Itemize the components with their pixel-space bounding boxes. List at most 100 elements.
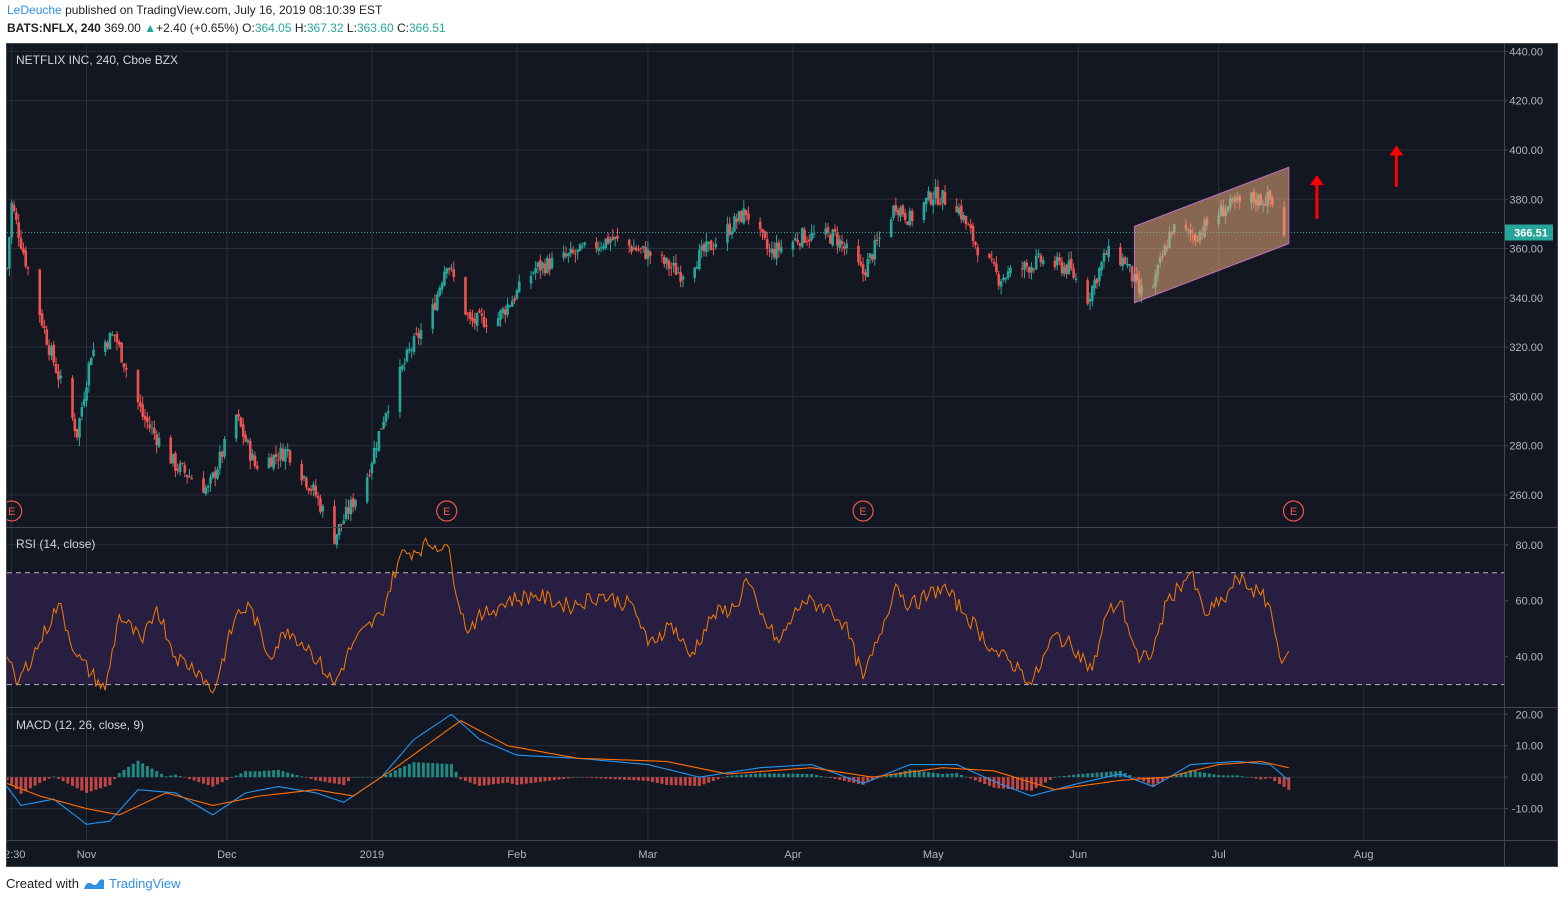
candle-body <box>223 438 226 457</box>
earnings-marker-circle <box>1282 500 1305 522</box>
candle-body <box>728 223 732 235</box>
candle-body <box>616 235 619 239</box>
macd-histogram-bar <box>576 777 580 778</box>
macd-line <box>6 713 1290 825</box>
candle-body <box>370 463 374 474</box>
macd-histogram-bar <box>403 766 407 778</box>
macd-histogram-bar <box>557 777 561 780</box>
macd-histogram-bar <box>1160 777 1164 781</box>
candle-body <box>157 438 161 447</box>
candle-body <box>800 228 804 247</box>
y-tick-label: 340.00 <box>1509 293 1543 305</box>
macd-histogram-bar <box>295 775 299 778</box>
candle-body <box>59 375 63 379</box>
candle-body <box>506 304 509 315</box>
candle-body <box>216 469 219 479</box>
macd-histogram-bar <box>782 773 786 778</box>
macd-histogram-bar <box>660 777 664 784</box>
macd-histogram-bar <box>347 777 351 782</box>
candle-body <box>398 366 402 413</box>
candle-body <box>349 499 353 515</box>
change-arrow-icon: ▲ <box>144 21 157 35</box>
candle-body <box>779 247 783 253</box>
candle-body <box>613 236 617 240</box>
macd-histogram-bar <box>754 773 757 778</box>
x-tick-label: Apr <box>784 849 801 861</box>
candle-body <box>875 239 879 241</box>
candle-body <box>26 267 30 269</box>
candle-body <box>714 243 718 248</box>
candle-body <box>744 209 748 216</box>
candle-body <box>595 241 598 249</box>
candle-body <box>115 333 119 343</box>
macd-histogram-bar <box>973 777 977 781</box>
chart-svg[interactable]: 366.51 E E E E 12:30 Nov Dec 2019 Feb Mar Apr May Ju… <box>0 44 1557 866</box>
candle-body <box>630 246 633 252</box>
candle-body <box>969 224 972 228</box>
x-tick-label: Dec <box>217 849 237 861</box>
quote-line: BATS:NFLX, 240 369.00 ▲+2.40 (+0.65%) O:… <box>7 21 446 35</box>
macd-histogram-bar <box>810 774 814 778</box>
chart-area[interactable]: 366.51 E E E E 12:30 Nov Dec 2019 Feb Mar Apr May Ju… <box>0 43 1558 867</box>
candle-body <box>24 250 28 267</box>
earnings-marker-label: E <box>1290 506 1297 518</box>
candle-body <box>1119 247 1122 266</box>
macd-histogram-bar <box>150 768 154 778</box>
candle-body <box>974 241 977 245</box>
tradingview-brand-link[interactable]: TradingView <box>108 876 181 891</box>
candle-body <box>106 342 109 348</box>
candle-body <box>936 186 940 205</box>
macd-histogram-bar <box>623 777 627 780</box>
macd-histogram-bar <box>1067 775 1071 778</box>
macd-histogram-bar <box>1114 771 1118 778</box>
macd-histogram-bar <box>103 777 107 787</box>
macd-histogram-bar <box>122 769 126 778</box>
candle-body <box>992 261 996 264</box>
candle-body <box>450 267 453 269</box>
macd-histogram-bar <box>47 777 51 779</box>
candle-body <box>204 487 208 495</box>
candle-body <box>8 237 11 269</box>
macd-histogram-bar <box>52 776 56 778</box>
candle-body <box>698 249 701 270</box>
candle-body <box>139 402 142 407</box>
candle-body <box>183 465 187 473</box>
candle-body <box>733 216 736 232</box>
candle-body <box>213 471 217 478</box>
macd-histogram-bar <box>1058 776 1062 778</box>
candle-body <box>382 421 385 429</box>
macd-histogram-bar <box>824 776 828 778</box>
macd-histogram-bar <box>253 771 257 778</box>
candle-body <box>894 205 898 212</box>
macd-histogram-bar <box>548 777 552 781</box>
candle-body <box>791 241 795 250</box>
candle-body <box>765 239 769 250</box>
y-tick-label: -10.00 <box>1512 804 1543 816</box>
candle-body <box>220 451 224 457</box>
macd-histogram-bar <box>159 773 163 778</box>
macd-histogram-bar <box>155 771 159 778</box>
macd-histogram-bar <box>894 773 898 778</box>
candle-body <box>531 272 535 274</box>
candle-body <box>52 344 56 363</box>
candle-body <box>824 228 827 235</box>
macd-histogram-bar <box>28 777 32 789</box>
candle-body <box>999 281 1003 287</box>
arrow-head <box>1389 145 1404 156</box>
candle-body <box>17 222 20 239</box>
macd-histogram-bar <box>637 777 641 781</box>
macd-histogram-bar <box>861 777 865 785</box>
candle-body <box>281 448 285 462</box>
macd-title: MACD (12, 26, close, 9) <box>16 718 144 732</box>
macd-histogram-bar <box>566 777 570 779</box>
macd-histogram-bar <box>1011 777 1015 790</box>
chart-title: NETFLIX INC, 240, Cboe BZX <box>16 53 178 67</box>
candle-body <box>1105 253 1108 255</box>
macd-histogram-bar <box>1193 771 1197 778</box>
candle-body <box>562 252 565 258</box>
candle-body <box>632 247 636 250</box>
macd-histogram-bar <box>506 777 510 783</box>
author-link[interactable]: LeDeuche <box>7 3 62 17</box>
candle-body <box>1006 271 1010 279</box>
macd-histogram-bar <box>1076 774 1080 778</box>
